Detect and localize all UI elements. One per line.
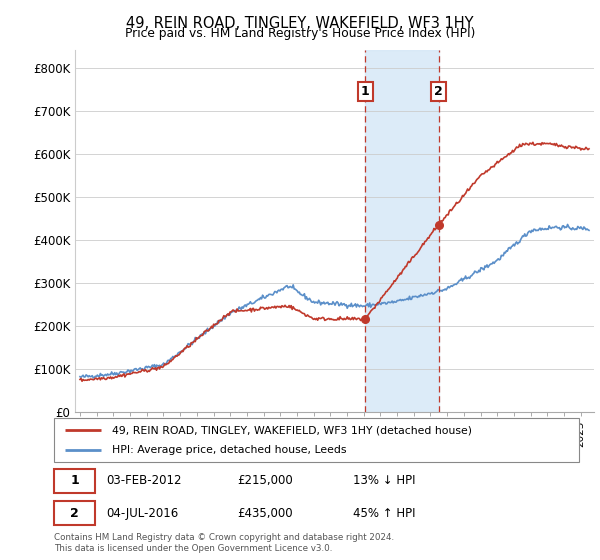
Text: 1: 1: [70, 474, 79, 487]
Text: 1: 1: [361, 85, 370, 98]
Text: HPI: Average price, detached house, Leeds: HPI: Average price, detached house, Leed…: [112, 445, 346, 455]
Bar: [365, 50, 439, 412]
Text: 13% ↓ HPI: 13% ↓ HPI: [353, 474, 416, 487]
Text: 49, REIN ROAD, TINGLEY, WAKEFIELD, WF3 1HY: 49, REIN ROAD, TINGLEY, WAKEFIELD, WF3 1…: [126, 16, 474, 31]
Text: £215,000: £215,000: [238, 474, 293, 487]
Text: 45% ↑ HPI: 45% ↑ HPI: [353, 507, 416, 520]
Text: 2: 2: [70, 507, 79, 520]
Text: Contains HM Land Registry data © Crown copyright and database right 2024.
This d: Contains HM Land Registry data © Crown c…: [54, 533, 394, 553]
Text: Price paid vs. HM Land Registry's House Price Index (HPI): Price paid vs. HM Land Registry's House …: [125, 27, 475, 40]
FancyBboxPatch shape: [54, 501, 95, 525]
Text: £435,000: £435,000: [238, 507, 293, 520]
Text: 04-JUL-2016: 04-JUL-2016: [107, 507, 179, 520]
Text: 2: 2: [434, 85, 443, 98]
Text: 49, REIN ROAD, TINGLEY, WAKEFIELD, WF3 1HY (detached house): 49, REIN ROAD, TINGLEY, WAKEFIELD, WF3 1…: [112, 425, 472, 435]
FancyBboxPatch shape: [54, 469, 95, 493]
FancyBboxPatch shape: [54, 418, 579, 462]
Text: 03-FEB-2012: 03-FEB-2012: [107, 474, 182, 487]
